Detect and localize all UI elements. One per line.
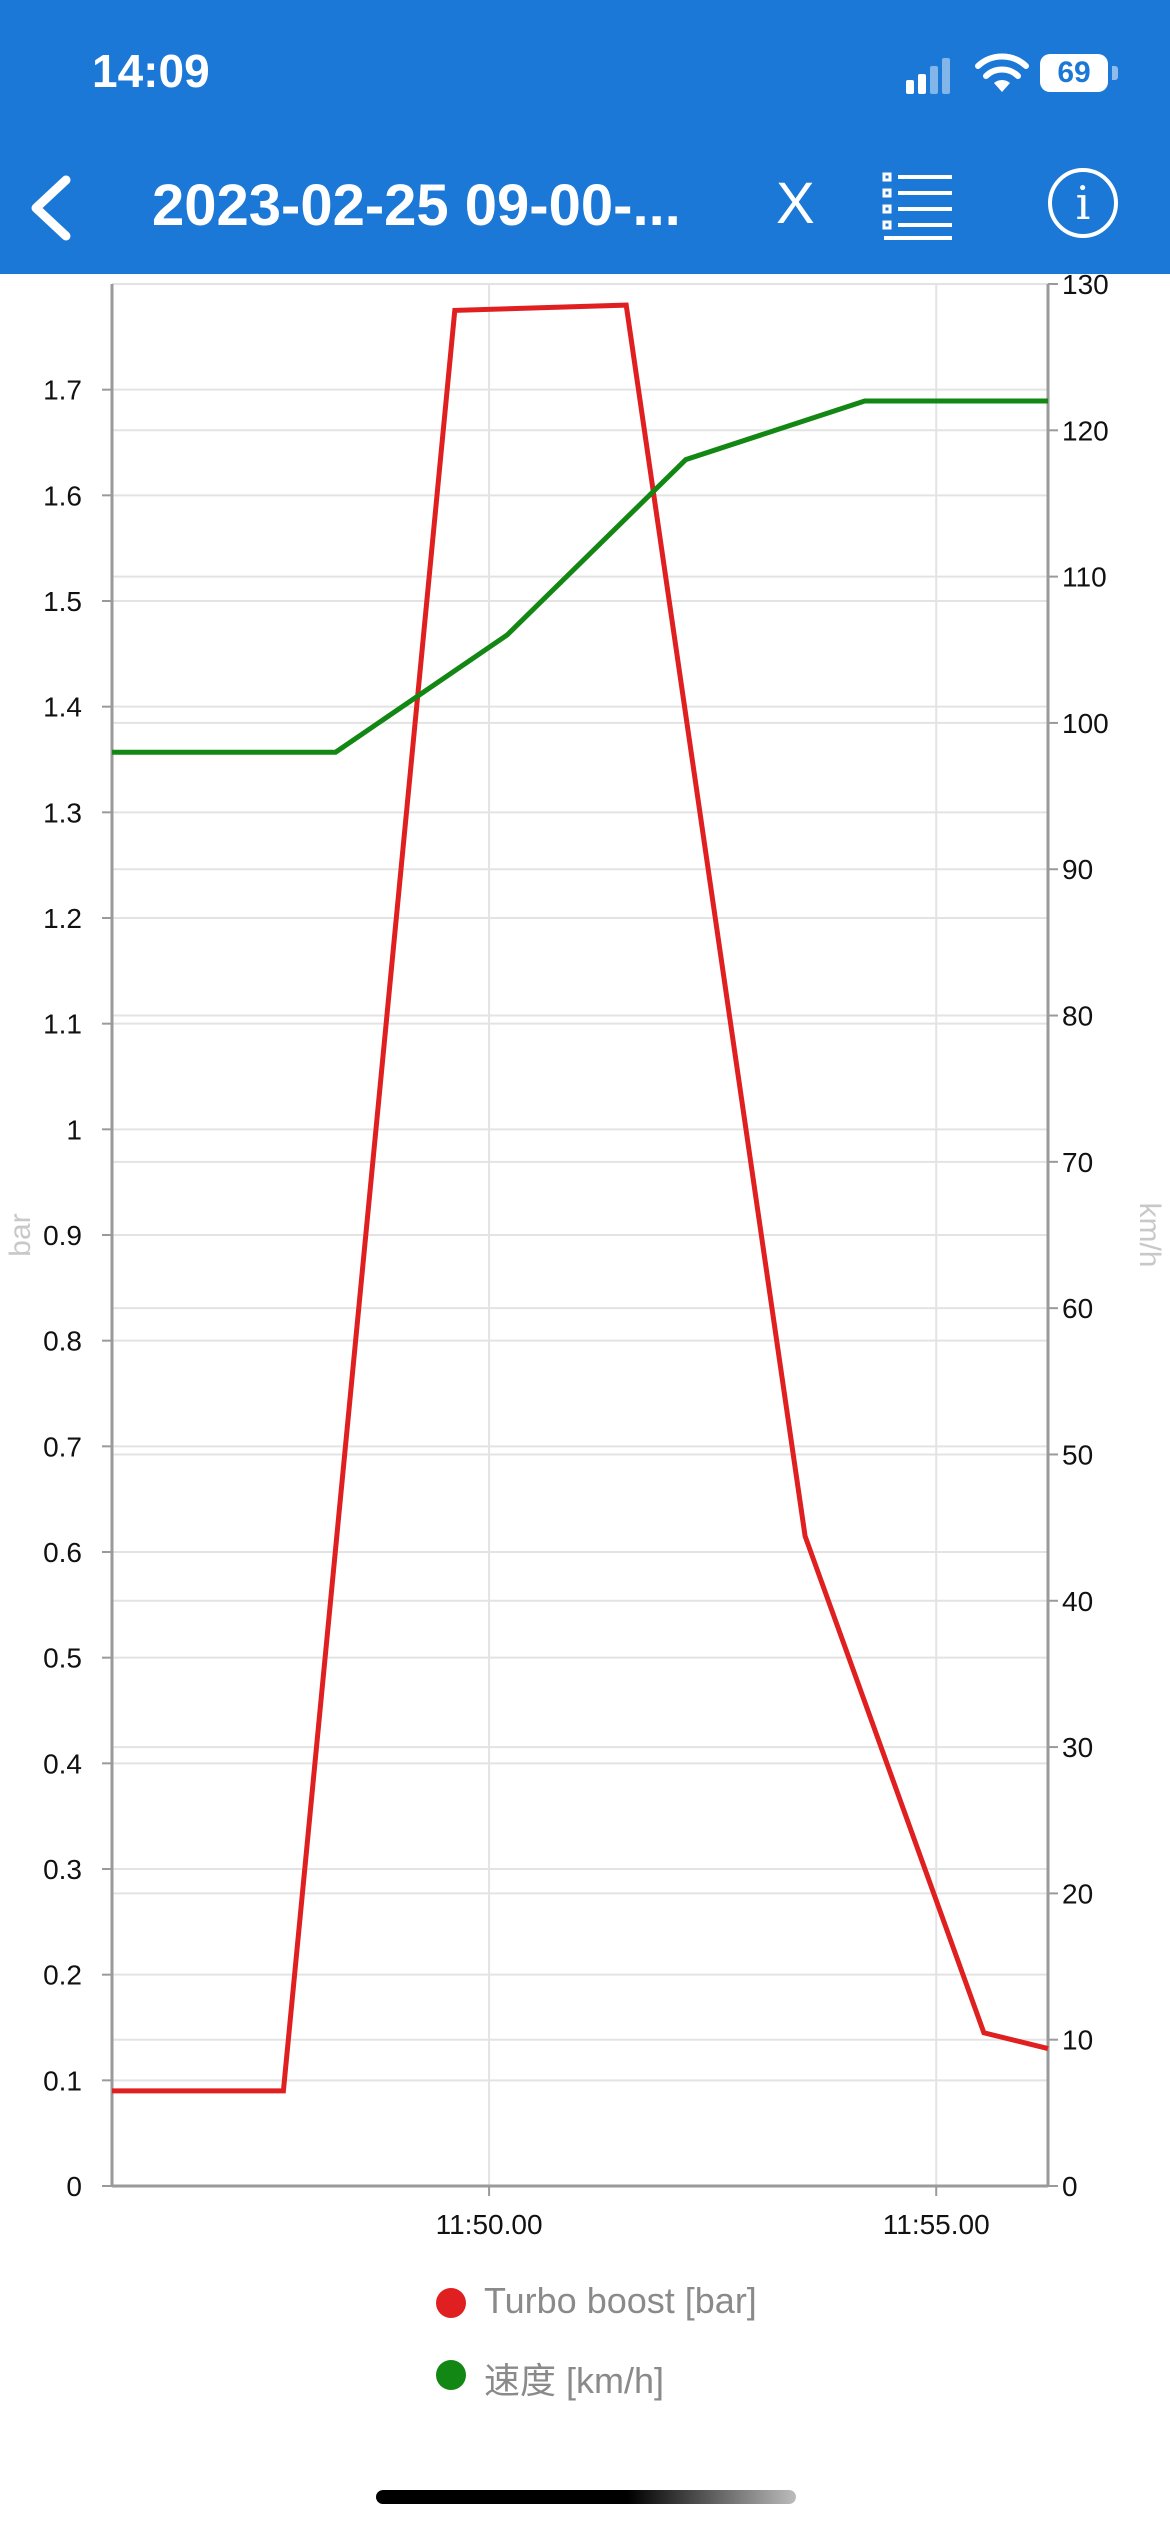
info-icon[interactable]: i	[1048, 168, 1118, 238]
battery-icon: 69	[1040, 54, 1108, 92]
series-line-0	[112, 302, 1049, 2094]
y-tick-label-right-10: 100	[1062, 708, 1109, 739]
y-tick-label-left-6: 0.6	[43, 1537, 82, 1568]
x-tick-label-1: 11:55.00	[883, 2209, 990, 2240]
battery-level: 69	[1057, 56, 1091, 89]
line-chart: 0 0.1 0.2 0.3 0.4 0.5 0.6 0.7 0.8 0.9 1 1.1 1.2 1.3 1.…	[4, 274, 1166, 2240]
cellular-signal-icon	[906, 58, 950, 94]
y-tick-label-right-6: 60	[1062, 1293, 1093, 1324]
status-bar: 14:09 69	[0, 0, 1170, 140]
y-tick-label-right-9: 90	[1062, 854, 1093, 885]
y-tick-label-left-2: 0.2	[43, 1960, 82, 1991]
nav-title: 2023-02-25 09-00-...	[152, 173, 681, 238]
y-tick-label-left-8: 0.8	[43, 1326, 82, 1357]
y-tick-label-left-12: 1.2	[43, 903, 82, 934]
legend-label-speed: 速度 [km/h]	[484, 2360, 665, 2401]
series-line-1	[112, 398, 1048, 755]
y-tick-label-left-15: 1.5	[43, 586, 82, 617]
y-tick-label-right-4: 40	[1062, 1586, 1093, 1617]
status-icons: 69	[900, 50, 1150, 100]
y-tick-label-right-1: 10	[1062, 2025, 1093, 2056]
y-tick-label-right-7: 70	[1062, 1147, 1093, 1178]
y-tick-label-left-16: 1.6	[43, 480, 82, 511]
y-tick-label-left-14: 1.4	[43, 692, 82, 723]
nav-bar: 2023-02-25 09-00-... X i	[0, 140, 1170, 274]
legend-swatch-turbo	[436, 2288, 466, 2318]
wifi-icon	[975, 53, 1029, 92]
y-tick-label-right-2: 20	[1062, 1878, 1093, 1909]
back-chevron-icon[interactable]	[20, 168, 90, 248]
y-tick-label-left-9: 0.9	[43, 1220, 82, 1251]
y-tick-label-left-10: 1	[66, 1114, 82, 1145]
y-tick-label-left-3: 0.3	[43, 1854, 82, 1885]
list-icon[interactable]	[880, 168, 956, 244]
status-time: 14:09	[92, 45, 210, 97]
y-tick-label-left-5: 0.5	[43, 1643, 82, 1674]
y-tick-label-left-4: 0.4	[43, 1748, 82, 1779]
y-tick-label-right-8: 80	[1062, 1001, 1093, 1032]
y-tick-label-left-17: 1.7	[43, 375, 82, 406]
legend-swatch-speed	[436, 2360, 466, 2390]
home-indicator	[376, 2490, 796, 2504]
battery-tip	[1112, 66, 1118, 80]
y-axis-title-left: bar	[4, 1213, 37, 1256]
y-tick-label-left-7: 0.7	[43, 1431, 82, 1462]
y-tick-label-left-0: 0	[66, 2171, 82, 2202]
y-tick-label-right-12: 120	[1062, 415, 1109, 446]
legend-label-turbo: Turbo boost [bar]	[484, 2280, 757, 2321]
close-button[interactable]: X	[776, 171, 815, 236]
y-tick-label-right-13: 130	[1062, 274, 1109, 300]
y-tick-label-right-5: 50	[1062, 1439, 1093, 1470]
y-tick-label-right-0: 0	[1062, 2171, 1078, 2202]
y-tick-label-left-13: 1.3	[43, 797, 82, 828]
y-tick-label-right-3: 30	[1062, 1732, 1093, 1763]
y-tick-label-left-1: 0.1	[43, 2065, 82, 2096]
y-tick-label-left-11: 1.1	[43, 1009, 82, 1040]
x-tick-label-0: 11:50.00	[436, 2209, 543, 2240]
y-axis-title-right: km/h	[1133, 1202, 1166, 1267]
y-tick-label-right-11: 110	[1062, 562, 1107, 593]
